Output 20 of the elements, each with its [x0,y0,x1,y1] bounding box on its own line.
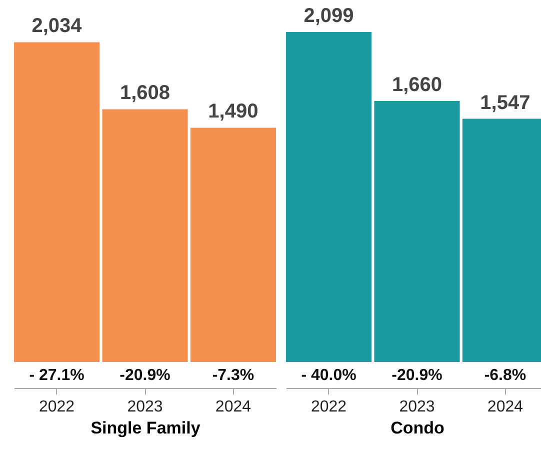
x-tick-label: 2023 [127,398,163,416]
x-tick-label: 2023 [399,398,435,416]
data-label: 2,099 [304,5,354,27]
text: -6.8% [484,367,526,384]
data-label: 1,608 [120,82,170,104]
text: -20.9% [120,367,170,384]
x-tick-label: 2024 [215,398,252,416]
data-label: 1,490 [208,100,258,123]
text: - 27.1% [29,367,84,384]
text: -20.9% [392,367,442,384]
data-label: 2,034 [32,15,83,38]
x-axis-title: Condo [390,418,444,438]
text: - 40.0% [301,367,356,384]
x-tick-label: 2024 [487,398,524,416]
x-tick-label: 2022 [38,398,75,416]
x-axis-title: Single Family [90,418,201,438]
text: -7.3% [212,367,254,384]
x-tick-label: 2022 [310,398,347,416]
data-label: 1,660 [392,74,442,96]
data-label: 1,547 [480,92,530,114]
